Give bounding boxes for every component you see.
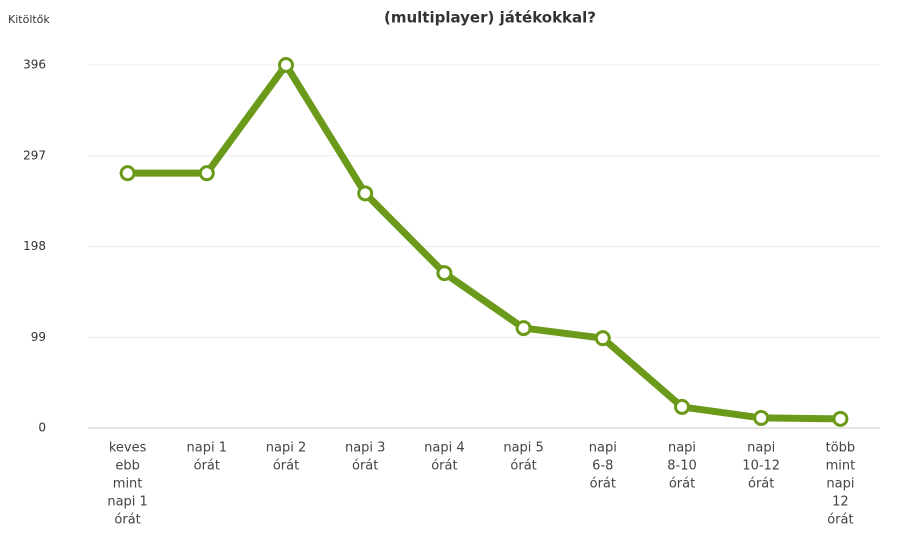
data-point (436, 265, 453, 282)
x-tick-label: órát (669, 477, 695, 492)
y-tick-label: 198 (23, 239, 46, 253)
x-tick-label: 6-8 (592, 459, 613, 474)
data-point (119, 165, 136, 182)
data-point (832, 410, 849, 427)
x-tick-label: napi 5 (503, 441, 543, 456)
y-tick-label: 0 (38, 421, 46, 435)
x-tick-label: keves (109, 441, 147, 456)
x-tick-label: ebb (115, 459, 140, 474)
x-tick-label: órát (827, 513, 853, 528)
x-tick-label: órát (431, 459, 457, 474)
x-tick-label: napi 2 (266, 441, 306, 456)
y-tick-label: 99 (31, 330, 46, 344)
x-tick-label: órát (352, 459, 378, 474)
x-tick-label: órát (590, 477, 616, 492)
x-tick-label: órát (194, 459, 220, 474)
x-tick-label: napi 3 (345, 441, 385, 456)
y-tick-label: 297 (23, 148, 46, 162)
x-tick-label: napi (668, 441, 696, 456)
x-tick-label: 10-12 (742, 459, 780, 474)
x-tick-label: több (826, 441, 856, 456)
data-point (357, 185, 374, 202)
x-tick-label: napi 1 (107, 495, 147, 510)
x-tick-label: órát (273, 459, 299, 474)
x-tick-label: órát (748, 477, 774, 492)
x-tick-label: napi 1 (187, 441, 227, 456)
x-tick-label: 8-10 (667, 459, 697, 474)
data-point (594, 330, 611, 347)
x-tick-label: mint (826, 459, 856, 474)
x-tick-label: 12 (832, 495, 849, 510)
x-tick-label: mint (113, 477, 143, 492)
y-axis-label: Kitöltők (8, 13, 50, 26)
data-point (515, 320, 532, 337)
data-point (278, 57, 294, 73)
data-point (674, 398, 690, 415)
x-tick-label: órát (510, 459, 536, 474)
x-tick-label: napi 4 (424, 441, 464, 456)
x-tick-label: órát (114, 513, 140, 528)
y-tick-label: 396 (23, 58, 46, 72)
chart-title: (multiplayer) játékokkal? (384, 9, 596, 27)
x-tick-label: napi (826, 477, 854, 492)
series-line (127, 61, 841, 423)
x-tick-label: napi (589, 441, 617, 456)
x-tick-label: napi (747, 441, 775, 456)
data-point (198, 165, 215, 182)
data-point (753, 409, 770, 426)
